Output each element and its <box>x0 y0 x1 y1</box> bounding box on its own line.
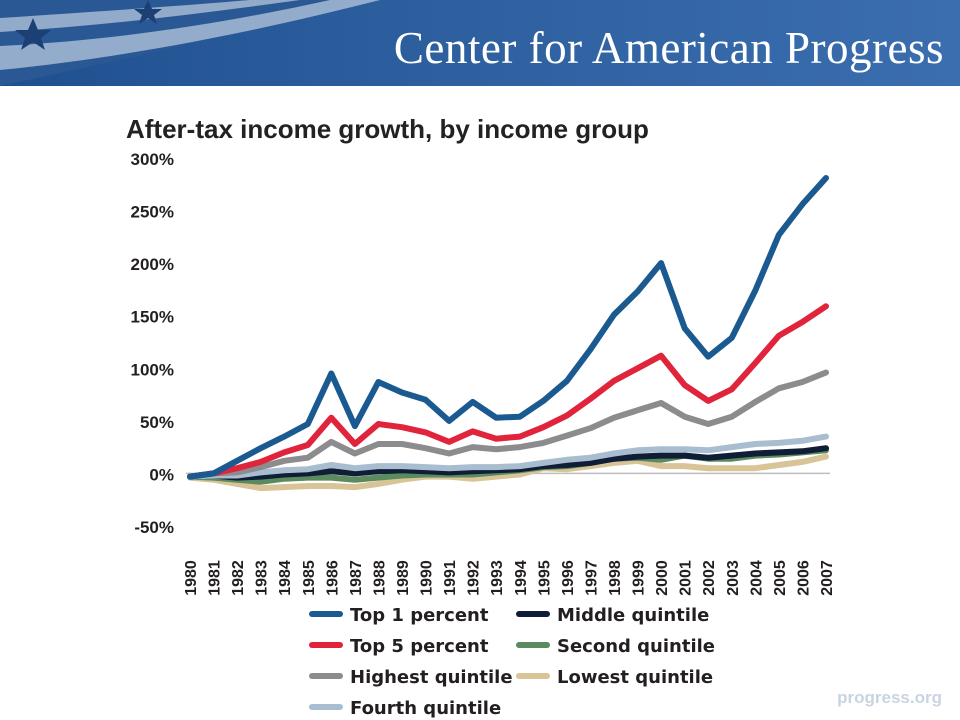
footer-url: progress.org <box>837 688 942 707</box>
y-tick-label: -50% <box>134 518 174 537</box>
y-tick-label: 0% <box>149 465 174 484</box>
x-tick-label: 1983 <box>254 560 271 596</box>
y-tick-label: 100% <box>131 360 174 379</box>
x-tick-label: 1991 <box>442 560 459 596</box>
x-tick-label: 1982 <box>230 560 247 596</box>
legend-label-middle-quintile: Middle quintile <box>557 605 709 626</box>
x-tick-label: 1986 <box>324 560 341 596</box>
x-tick-label: 1988 <box>371 560 388 596</box>
legend-label-lowest-quintile: Lowest quintile <box>557 667 713 688</box>
x-tick-label: 1993 <box>489 560 506 596</box>
chart-legend: Top 1 percent Middle quintile Top 5 percen… <box>309 605 715 719</box>
banner-stripes <box>0 0 380 86</box>
x-tick-label: 1996 <box>560 560 577 596</box>
x-tick-label: 1995 <box>536 560 553 596</box>
axis-layer: -50% 0% 50% 100% 150% 200% 250% 300% 1980 1981 198… <box>131 150 836 596</box>
x-tick-label: 2001 <box>678 560 695 596</box>
x-tick-label: 1998 <box>607 560 624 596</box>
x-tick-label: 1987 <box>348 560 365 596</box>
x-tick-label: 1981 <box>207 560 224 596</box>
series-line-fourth-quintile <box>187 433 829 480</box>
y-tick-label: 50% <box>140 413 174 432</box>
legend-label-top-1-percent: Top 1 percent <box>350 605 489 626</box>
series-line-lowest-quintile <box>187 453 829 492</box>
legend-label-highest-quintile: Highest quintile <box>350 667 513 688</box>
series-layer <box>187 175 829 492</box>
legend-label-top-5-percent: Top 5 percent <box>350 636 489 657</box>
x-tick-label: 1992 <box>466 560 483 596</box>
x-tick-label: 1990 <box>419 560 436 596</box>
y-tick-label: 200% <box>131 255 174 274</box>
series-line-middle-quintile <box>187 445 829 481</box>
x-tick-label: 2002 <box>701 560 718 596</box>
x-tick-label: 1980 <box>183 560 200 596</box>
x-tick-label: 2003 <box>725 560 742 596</box>
y-tick-label: 250% <box>131 203 174 222</box>
star-icon <box>15 18 51 50</box>
star-icon <box>134 0 162 24</box>
x-tick-label: 2004 <box>748 560 765 596</box>
x-tick-label: 2005 <box>772 560 789 596</box>
y-tick-label: 300% <box>131 150 174 169</box>
series-line-highest-quintile <box>187 369 829 480</box>
legend-label-second-quintile: Second quintile <box>557 636 715 657</box>
x-tick-label: 1989 <box>395 560 412 596</box>
organization-name: Center for American Progress <box>393 23 944 73</box>
header-banner: Center for American Progress <box>0 0 960 86</box>
series-line-top-5-percent <box>187 303 829 480</box>
x-tick-label: 1984 <box>277 560 294 596</box>
x-tick-label: 2007 <box>819 560 836 596</box>
x-tick-label: 1997 <box>583 560 600 596</box>
x-tick-label: 2000 <box>654 560 671 596</box>
x-tick-label: 1985 <box>301 560 318 596</box>
x-tick-label: 2006 <box>795 560 812 596</box>
x-tick-label: 1999 <box>631 560 648 596</box>
series-line-top-1-percent <box>187 175 829 480</box>
y-tick-label: 150% <box>131 308 174 327</box>
chart-title: After-tax income growth, by income group <box>126 114 649 144</box>
legend-label-fourth-quintile: Fourth quintile <box>350 698 501 719</box>
x-tick-label: 1994 <box>513 560 530 596</box>
